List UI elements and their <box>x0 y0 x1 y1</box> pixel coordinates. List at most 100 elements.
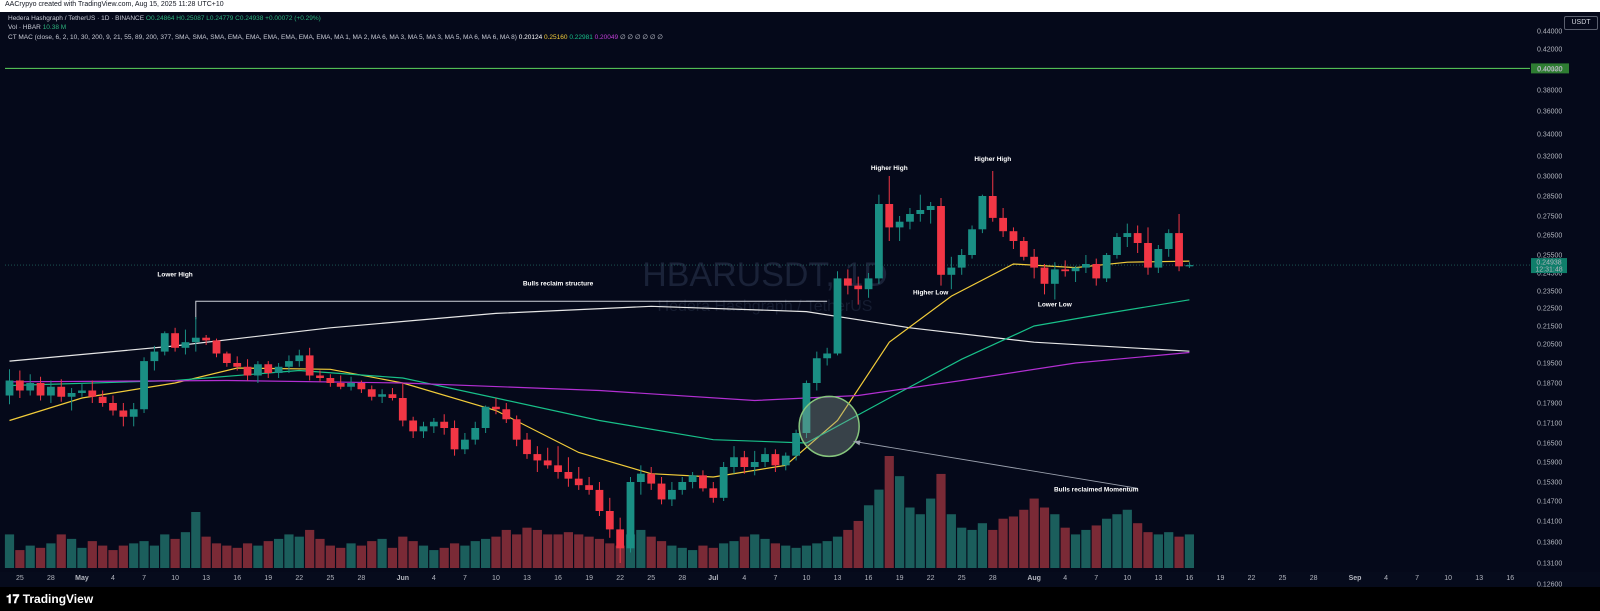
volume-bar <box>646 536 656 568</box>
date-tick-label: 7 <box>142 575 146 582</box>
candle-body <box>254 364 262 376</box>
candle-body <box>347 383 355 387</box>
candle-body <box>543 460 552 466</box>
momentum-arrow <box>853 440 1138 489</box>
chart-annotation: Higher Low <box>913 289 949 296</box>
date-tick-label: 16 <box>554 575 562 582</box>
volume-bar <box>636 529 646 568</box>
volume-bar <box>926 498 936 568</box>
volume-bar <box>108 550 118 568</box>
volume-value: 10.38 M <box>42 24 67 31</box>
volume-label: Vol · HBAR <box>8 24 41 31</box>
candle-body <box>771 454 780 466</box>
ticker-line: Hedera Hashgraph / TetherUS · 1D · BINAN… <box>8 15 145 22</box>
volume-bar <box>294 536 304 568</box>
volume-bar <box>843 529 853 568</box>
candle-body <box>833 278 842 354</box>
volume-bar <box>491 536 501 568</box>
candle-body <box>512 419 521 440</box>
date-tick-label: Sep <box>1349 575 1362 582</box>
candle-body <box>367 389 376 397</box>
volume-bar <box>563 532 573 568</box>
date-tick-label: 25 <box>958 575 966 582</box>
volume-bar <box>170 538 180 568</box>
price-tick-label: 0.13100 <box>1537 561 1562 568</box>
volume-bar <box>232 547 242 568</box>
volume-bar <box>543 534 553 568</box>
date-tick-label: 13 <box>1475 575 1483 582</box>
date-tick-label: 13 <box>523 575 531 582</box>
volume-bar <box>325 545 335 568</box>
date-tick-label: 19 <box>585 575 593 582</box>
volume-bar <box>791 547 801 568</box>
date-tick-label: 4 <box>1384 575 1388 582</box>
moving-average-line <box>9 299 1190 444</box>
volume-bar <box>988 529 998 568</box>
date-tick-label: 16 <box>233 575 241 582</box>
candle-body <box>1175 233 1183 267</box>
volume-bar <box>315 538 325 568</box>
volume-bar <box>863 505 874 568</box>
candle-body <box>1071 267 1080 272</box>
candle-body <box>471 428 480 440</box>
volume-bar <box>284 534 294 568</box>
chart-plot-area[interactable] <box>0 12 1530 572</box>
price-tick-label: 0.36000 <box>1537 109 1562 116</box>
date-tick-label: 7 <box>773 575 777 582</box>
date-tick-label: 4 <box>742 575 746 582</box>
candle-body <box>98 396 107 403</box>
currency-button[interactable]: USDT <box>1564 16 1598 30</box>
date-tick-label: 7 <box>1094 575 1098 582</box>
date-tick-label: 25 <box>16 575 24 582</box>
date-tick-label: 7 <box>463 575 467 582</box>
volume-bar <box>46 543 56 568</box>
volume-bar <box>1070 534 1081 568</box>
tradingview-logo[interactable]: 𝟏𝟕 TradingView <box>6 592 93 607</box>
candle-body <box>440 421 449 428</box>
volume-bar <box>222 545 232 568</box>
volume-bar <box>481 538 491 568</box>
volume-bar <box>750 534 760 568</box>
countdown-text: 12:31:48 <box>1535 267 1562 274</box>
footer-bar: 𝟏𝟕 TradingView <box>0 587 1600 611</box>
candle-body <box>750 462 759 467</box>
price-axis[interactable] <box>1530 12 1600 572</box>
moving-average-line <box>9 351 1190 402</box>
volume-bar <box>387 547 398 568</box>
price-tick-label: 0.17100 <box>1537 421 1562 428</box>
volume-bar <box>874 489 884 568</box>
ma-value-4: 0.20049 <box>594 34 619 41</box>
volume-bar <box>15 550 25 568</box>
candle-body <box>688 475 697 482</box>
candle-body <box>802 383 811 433</box>
volume-bar <box>584 536 594 568</box>
price-tick-label: 0.25500 <box>1537 253 1562 260</box>
candle-body <box>481 406 490 428</box>
candle-body <box>647 473 656 484</box>
volume-bar <box>242 543 253 568</box>
momentum-arrowhead <box>853 440 861 446</box>
volume-bar <box>781 545 791 568</box>
price-tick-label: 0.23500 <box>1537 289 1562 296</box>
candle-body <box>1030 256 1039 268</box>
candle-body <box>419 426 428 432</box>
candle-body <box>202 337 211 341</box>
candle-body <box>57 386 66 397</box>
volume-bar <box>553 534 563 568</box>
date-tick-label: 22 <box>295 575 303 582</box>
volume-bar <box>801 545 812 568</box>
price-tick-label: 0.20500 <box>1537 342 1562 349</box>
candle-body <box>605 511 614 530</box>
volume-bar <box>1184 534 1194 568</box>
date-tick-label: 28 <box>678 575 686 582</box>
chart-annotation: Bulls reclaimed Momentum <box>1054 487 1139 494</box>
volume-bar <box>356 545 366 568</box>
date-tick-label: 25 <box>647 575 655 582</box>
candle-body <box>616 529 625 549</box>
candle-body <box>36 383 45 396</box>
volume-bar <box>160 534 170 568</box>
volume-bar <box>211 543 222 568</box>
candle-body <box>792 433 800 456</box>
brand-text: TradingView <box>22 592 94 606</box>
